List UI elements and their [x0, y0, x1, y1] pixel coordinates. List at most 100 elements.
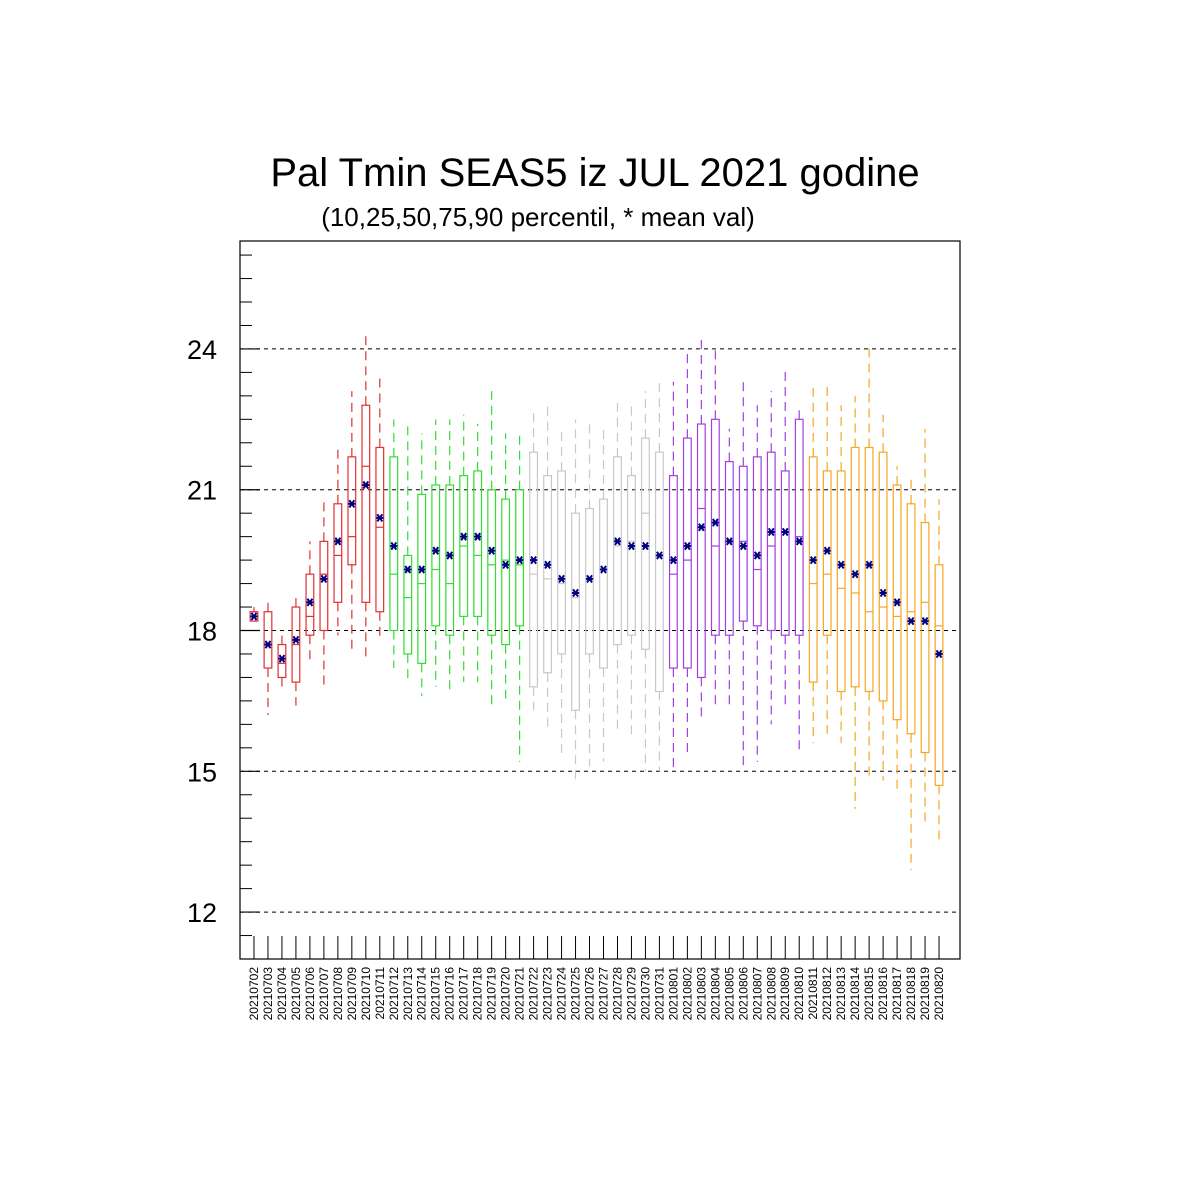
box-iqr	[515, 489, 525, 627]
x-tick-label: 20210711	[373, 967, 387, 1020]
plot-series	[249, 330, 944, 870]
box-iqr	[263, 611, 273, 669]
mean-marker	[809, 555, 817, 565]
box-iqr	[878, 451, 888, 702]
mean-marker	[655, 551, 664, 560]
mean-marker	[865, 560, 873, 569]
x-tick-label: 20210708	[331, 967, 345, 1021]
x-tick-label: 20210801	[666, 967, 680, 1021]
x-tick-label: 20210726	[583, 967, 597, 1021]
x-tick-label: 20210804	[708, 967, 722, 1021]
box-20210715	[431, 419, 441, 687]
box-iqr	[445, 484, 455, 636]
mean-marker	[571, 588, 580, 598]
x-tick-label: 20210722	[527, 967, 541, 1021]
mean-marker	[697, 523, 705, 532]
box-20210725	[571, 419, 580, 786]
box-iqr	[277, 643, 287, 679]
box-20210812	[822, 386, 832, 734]
mean-marker	[250, 612, 258, 621]
x-tick-label: 20210707	[317, 967, 331, 1021]
mean-marker	[935, 649, 943, 659]
x-tick-label: 20210709	[345, 967, 359, 1021]
box-20210712	[389, 419, 399, 669]
mean-marker	[781, 527, 789, 537]
box-20210811	[808, 381, 818, 744]
x-tick-label: 20210806	[736, 967, 750, 1021]
box-iqr	[431, 484, 441, 627]
mean-marker	[432, 546, 440, 555]
mean-stroke	[390, 541, 398, 551]
box-iqr	[529, 451, 539, 688]
box-iqr	[780, 470, 790, 636]
x-tick-label: 20210725	[569, 967, 583, 1021]
mean-marker	[264, 640, 272, 649]
box-iqr	[654, 451, 664, 693]
y-axis: 12 15 18 21 24	[187, 254, 260, 960]
box-iqr	[906, 503, 916, 735]
chart-subtitle: (10,25,50,75,90 percentil, * mean val)	[321, 202, 755, 232]
box-20210804	[710, 344, 720, 711]
box-20210801	[668, 381, 678, 772]
box-20210704	[277, 635, 287, 687]
box-iqr	[417, 493, 427, 664]
x-tick-label: 20210720	[499, 967, 513, 1021]
mean-marker	[893, 598, 901, 607]
box-20210818	[906, 475, 916, 870]
mean-stroke	[725, 537, 733, 546]
x-tick-label: 20210713	[401, 967, 415, 1021]
x-tick-label: 20210820	[932, 967, 946, 1021]
mean-marker	[488, 546, 496, 555]
box-20210813	[836, 405, 846, 744]
mean-stroke	[264, 640, 272, 649]
mean-marker	[502, 560, 510, 569]
box-iqr	[361, 404, 371, 603]
box-20210708	[333, 447, 343, 636]
box-iqr	[543, 475, 553, 674]
box-20210706	[305, 541, 315, 664]
mean-stroke	[935, 649, 943, 659]
box-20210817	[892, 466, 902, 791]
box-20210705	[291, 597, 301, 706]
box-iqr	[375, 446, 385, 613]
x-tick-label: 20210803	[694, 967, 708, 1021]
box-iqr	[710, 418, 720, 636]
box-iqr	[613, 456, 622, 646]
box-20210806	[738, 377, 748, 772]
x-tick-label: 20210715	[429, 967, 443, 1021]
box-iqr	[473, 470, 483, 618]
box-20210805	[724, 428, 734, 706]
box-iqr	[319, 540, 329, 632]
x-tick-label: 20210810	[792, 967, 806, 1021]
mean-marker	[516, 555, 524, 565]
box-iqr	[934, 564, 944, 786]
mean-stroke	[893, 598, 901, 607]
mean-marker	[753, 551, 761, 560]
mean-stroke	[628, 541, 635, 551]
mean-stroke	[767, 527, 775, 537]
box-20210718	[473, 424, 483, 683]
mean-stroke	[781, 527, 789, 537]
mean-marker	[334, 537, 342, 546]
box-iqr	[403, 554, 413, 655]
mean-stroke	[348, 499, 356, 508]
x-tick-label: 20210729	[624, 967, 638, 1021]
box-iqr	[501, 498, 511, 646]
mean-stroke	[879, 588, 887, 598]
mean-marker	[627, 541, 636, 551]
box-20210726	[585, 424, 594, 767]
box-iqr	[599, 498, 608, 669]
box-20210709	[347, 391, 357, 654]
y-tick-label: 21	[187, 476, 217, 506]
mean-marker	[418, 565, 426, 574]
box-20210716	[445, 419, 455, 692]
mean-marker	[683, 541, 691, 551]
mean-marker	[795, 537, 803, 546]
box-20210711	[375, 377, 385, 640]
mean-stroke	[418, 565, 426, 574]
box-20210809	[780, 367, 790, 706]
box-20210727	[599, 424, 608, 762]
mean-stroke	[278, 654, 286, 663]
box-20210802	[682, 348, 692, 753]
mean-stroke	[362, 480, 370, 490]
